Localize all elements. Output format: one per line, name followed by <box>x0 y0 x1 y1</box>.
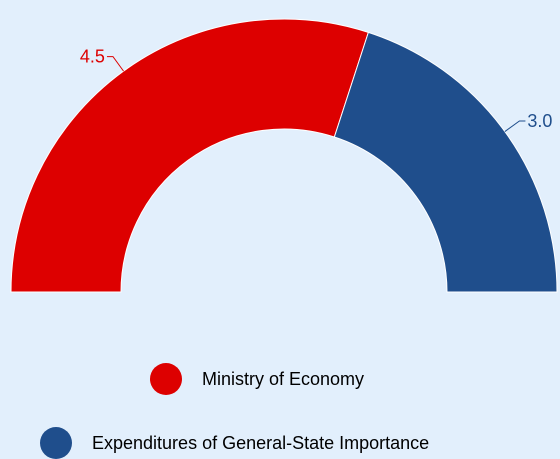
legend-swatch-ministry-of-economy <box>150 363 182 395</box>
chart-data-labels: 4.5 3.0 <box>80 47 552 132</box>
slice-0[interactable] <box>10 18 369 293</box>
chart-slices <box>10 18 558 293</box>
data-label-0: 4.5 <box>80 47 105 67</box>
legend-item-general-state-expenditures[interactable]: Expenditures of General-State Importance <box>40 427 429 459</box>
data-label-connector-0 <box>106 56 124 72</box>
data-label-1: 3.0 <box>527 111 552 131</box>
legend-swatch-general-state-expenditures <box>40 427 72 459</box>
legend-label-general-state-expenditures: Expenditures of General-State Importance <box>92 433 430 453</box>
slice-1[interactable] <box>333 31 558 293</box>
data-label-connector-1 <box>504 120 526 132</box>
legend-item-ministry-of-economy[interactable]: Ministry of Economy <box>150 363 364 395</box>
legend-label-ministry-of-economy: Ministry of Economy <box>202 369 365 389</box>
